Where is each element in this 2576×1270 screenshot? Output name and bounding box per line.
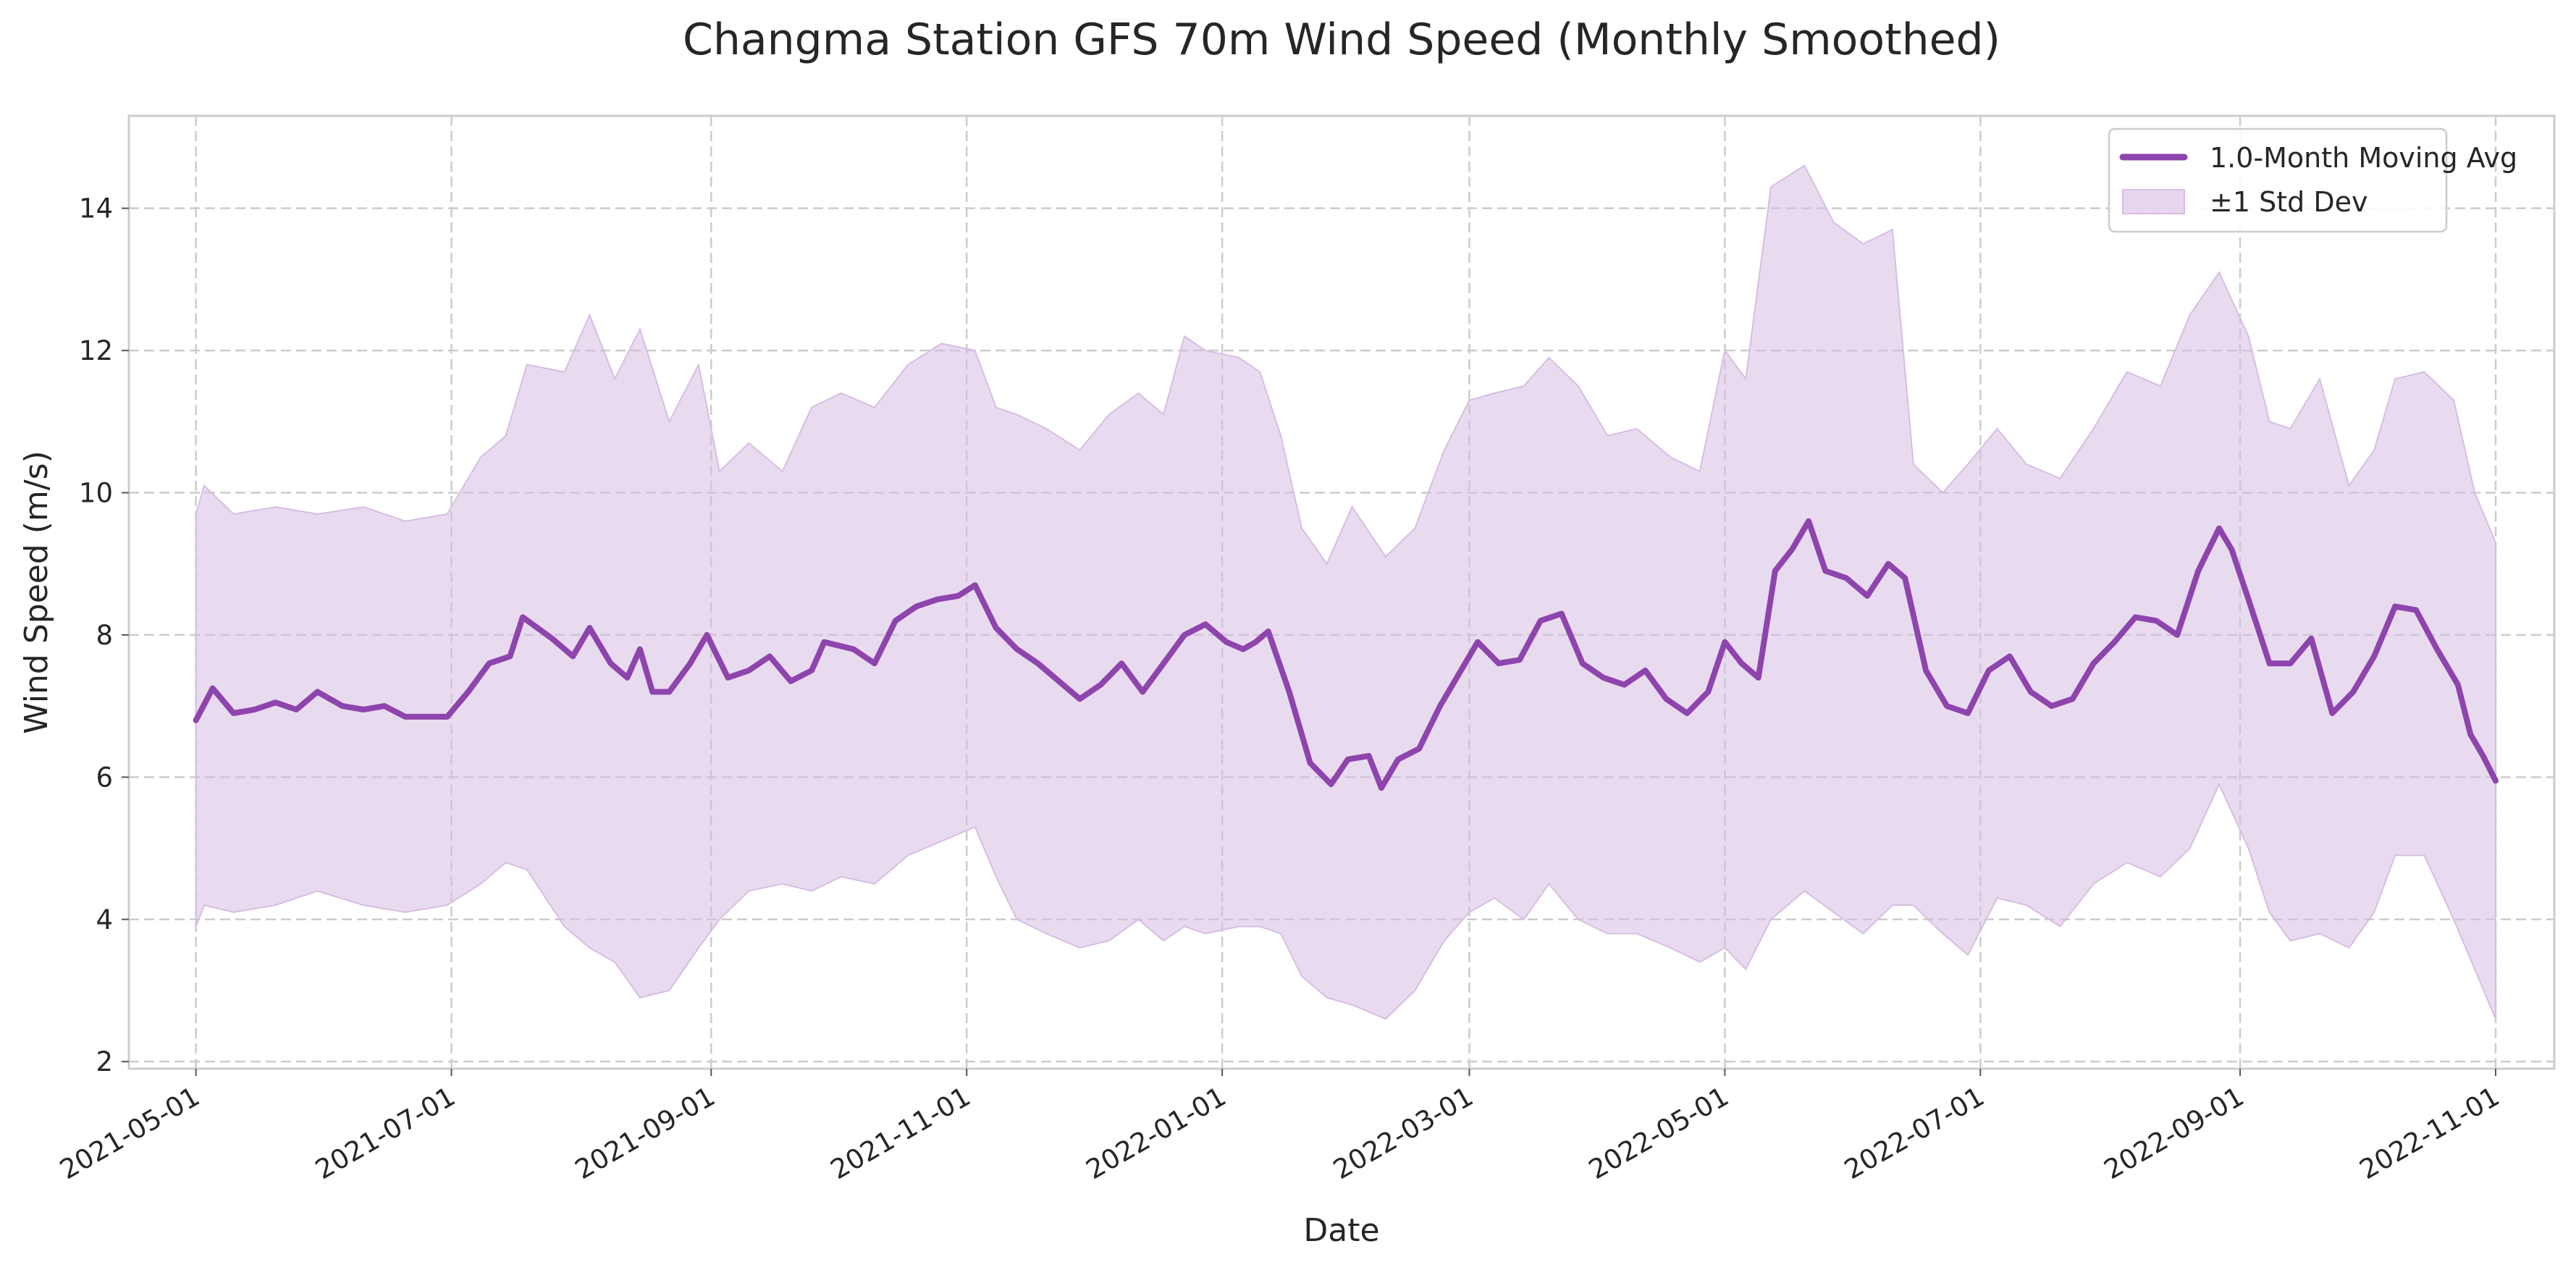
legend-label-std-dev: ±1 Std Dev	[2210, 186, 2367, 218]
y-tick-label: 12	[79, 335, 113, 366]
moving-avg-line-layer	[193, 518, 2499, 791]
moving-avg-line	[193, 518, 2499, 791]
legend: 1.0-Month Moving Avg ±1 Std Dev	[2108, 127, 2517, 233]
y-tick-label: 2	[96, 1046, 113, 1077]
plot-frame	[127, 114, 2556, 1070]
std-dev-band	[195, 164, 2496, 1020]
y-tick-label: 14	[79, 193, 113, 224]
y-tick-label: 8	[96, 620, 113, 651]
legend-label-moving-avg: 1.0-Month Moving Avg	[2210, 142, 2517, 174]
y-tick-label: 10	[79, 478, 113, 509]
legend-band-swatch	[2122, 189, 2185, 214]
y-tick-label: 6	[96, 762, 113, 793]
chart-title: Changma Station GFS 70m Wind Speed (Mont…	[683, 14, 2000, 65]
x-axis-label: Date	[1303, 1212, 1379, 1249]
legend-box	[2108, 127, 2448, 233]
y-tick-label: 4	[96, 904, 113, 935]
std-dev-band-layer	[195, 164, 2496, 1020]
y-axis-label: Wind Speed (m/s)	[18, 450, 55, 733]
